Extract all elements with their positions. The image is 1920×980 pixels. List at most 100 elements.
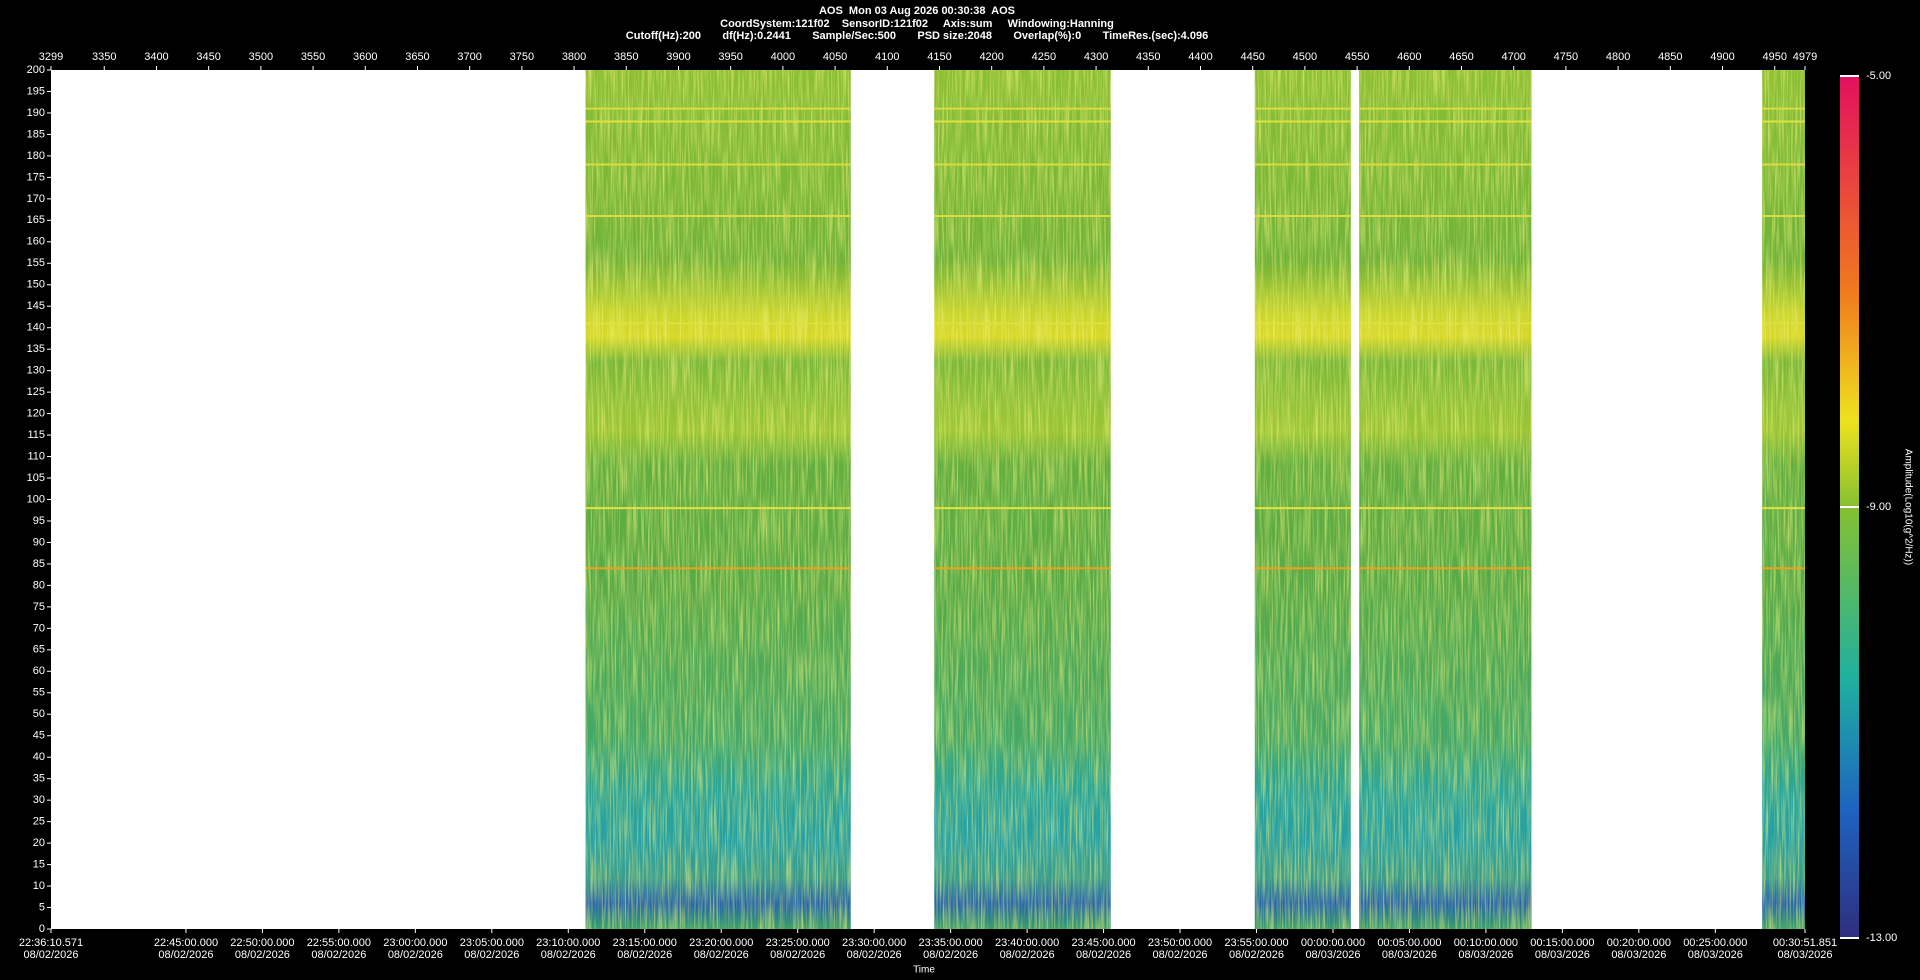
time-tick-date: 08/02/2026 [541,949,596,961]
spectrogram-texture [1762,70,1805,929]
y-tick-label: 0 [39,923,45,935]
time-tick-date: 08/03/2026 [1535,949,1590,961]
x-tick-label: 4979 [1793,51,1817,63]
x-tick-label: 3350 [92,51,116,63]
time-tick-label: 23:45:00.000 [1071,937,1135,949]
time-tick-label: 00:20:00.000 [1607,937,1671,949]
time-tick-date: 08/02/2026 [923,949,978,961]
time-tick-label: 23:10:00.000 [536,937,600,949]
y-tick-label: 5 [39,901,45,913]
time-tick-date: 08/02/2026 [235,949,290,961]
x-tick-label: 3800 [562,51,586,63]
time-tick-label: 23:55:00.000 [1224,937,1288,949]
time-tick-label: 23:40:00.000 [995,937,1059,949]
y-tick-label: 150 [27,279,45,291]
x-tick-label: 4650 [1449,51,1473,63]
x-tick-label: 4000 [771,51,795,63]
time-tick-label: 23:50:00.000 [1148,937,1212,949]
time-tick-label: 22:50:00.000 [230,937,294,949]
spectrogram-texture [1254,70,1351,929]
x-tick-label: 4250 [1032,51,1056,63]
y-tick-label: 120 [27,408,45,420]
y-tick-label: 145 [27,300,45,312]
x-tick-label: 4150 [927,51,951,63]
y-tick-label: 175 [27,171,45,183]
time-tick-label: 00:05:00.000 [1377,937,1441,949]
colorbar-tick-label: -13.00 [1866,932,1897,944]
y-tick-label: 80 [33,579,45,591]
y-tick-label: 155 [27,257,45,269]
time-tick-date: 08/02/2026 [464,949,519,961]
x-tick-label: 4450 [1240,51,1264,63]
time-tick-date: 08/03/2026 [1382,949,1437,961]
x-tick-label: 4350 [1136,51,1160,63]
y-tick-label: 20 [33,837,45,849]
time-tick-label: 00:00:00.000 [1301,937,1365,949]
header-line: CoordSystem:121f02 SensorID:121f02 Axis:… [720,18,1114,30]
x-axis-label: Time [913,965,935,976]
x-tick-label: 4950 [1762,51,1786,63]
x-tick-label: 3400 [144,51,168,63]
time-tick-label: 22:45:00.000 [154,937,218,949]
x-tick-label: 4900 [1710,51,1734,63]
y-tick-label: 15 [33,858,45,870]
time-tick-label: 23:05:00.000 [460,937,524,949]
time-tick-date: 08/02/2026 [1000,949,1055,961]
x-tick-label: 4100 [875,51,899,63]
time-tick-label: 23:25:00.000 [766,937,830,949]
time-tick-label: 00:30:51.851 [1773,937,1837,949]
x-tick-label: 4750 [1554,51,1578,63]
y-tick-label: 100 [27,493,45,505]
time-tick-date: 08/02/2026 [694,949,749,961]
y-tick-label: 10 [33,880,45,892]
x-tick-label: 3850 [614,51,638,63]
time-tick-date: 08/02/2026 [311,949,366,961]
y-tick-label: 55 [33,687,45,699]
time-tick-label: 23:15:00.000 [613,937,677,949]
time-tick-date: 08/02/2026 [158,949,213,961]
x-tick-label: 3600 [353,51,377,63]
y-tick-label: 65 [33,644,45,656]
time-tick-date: 08/02/2026 [1153,949,1208,961]
y-tick-label: 160 [27,236,45,248]
time-tick-label: 00:25:00.000 [1683,937,1747,949]
time-tick-label: 23:20:00.000 [689,937,753,949]
y-tick-label: 60 [33,665,45,677]
time-tick-date: 08/02/2026 [1229,949,1284,961]
header-line: Cutoff(Hz):200 df(Hz):0.2441 Sample/Sec:… [626,30,1208,42]
time-tick-date: 08/02/2026 [847,949,902,961]
y-tick-label: 140 [27,322,45,334]
x-tick-label: 3299 [39,51,63,63]
x-tick-label: 4850 [1658,51,1682,63]
x-tick-label: 3650 [405,51,429,63]
header-line: AOS Mon 03 Aug 2026 00:30:38 AOS [819,5,1015,17]
y-tick-label: 110 [27,450,45,462]
x-tick-label: 3900 [666,51,690,63]
time-tick-date: 08/03/2026 [1458,949,1513,961]
plot-area [51,70,1805,929]
colorbar-label: Amplitude(Log10(g^2/Hz)) [1902,449,1913,565]
y-tick-label: 40 [33,751,45,763]
x-tick-label: 4700 [1501,51,1525,63]
time-tick-label: 23:30:00.000 [842,937,906,949]
y-tick-label: 180 [27,150,45,162]
x-tick-label: 4200 [979,51,1003,63]
y-tick-label: 190 [27,107,45,119]
time-tick-label: 23:00:00.000 [383,937,447,949]
y-tick-label: 185 [27,128,45,140]
spectrogram-texture [934,70,1111,929]
colorbar-tick-label: -9.00 [1866,501,1891,513]
time-tick-date: 08/03/2026 [1777,949,1832,961]
y-tick-label: 50 [33,708,45,720]
x-tick-label: 3950 [718,51,742,63]
spectrogram-texture [585,70,851,929]
time-tick-date: 08/03/2026 [1688,949,1743,961]
x-tick-label: 4600 [1397,51,1421,63]
y-tick-label: 195 [27,85,45,97]
y-tick-label: 105 [27,472,45,484]
x-tick-label: 4550 [1345,51,1369,63]
time-tick-label: 00:15:00.000 [1530,937,1594,949]
x-tick-label: 3700 [457,51,481,63]
y-tick-label: 45 [33,730,45,742]
